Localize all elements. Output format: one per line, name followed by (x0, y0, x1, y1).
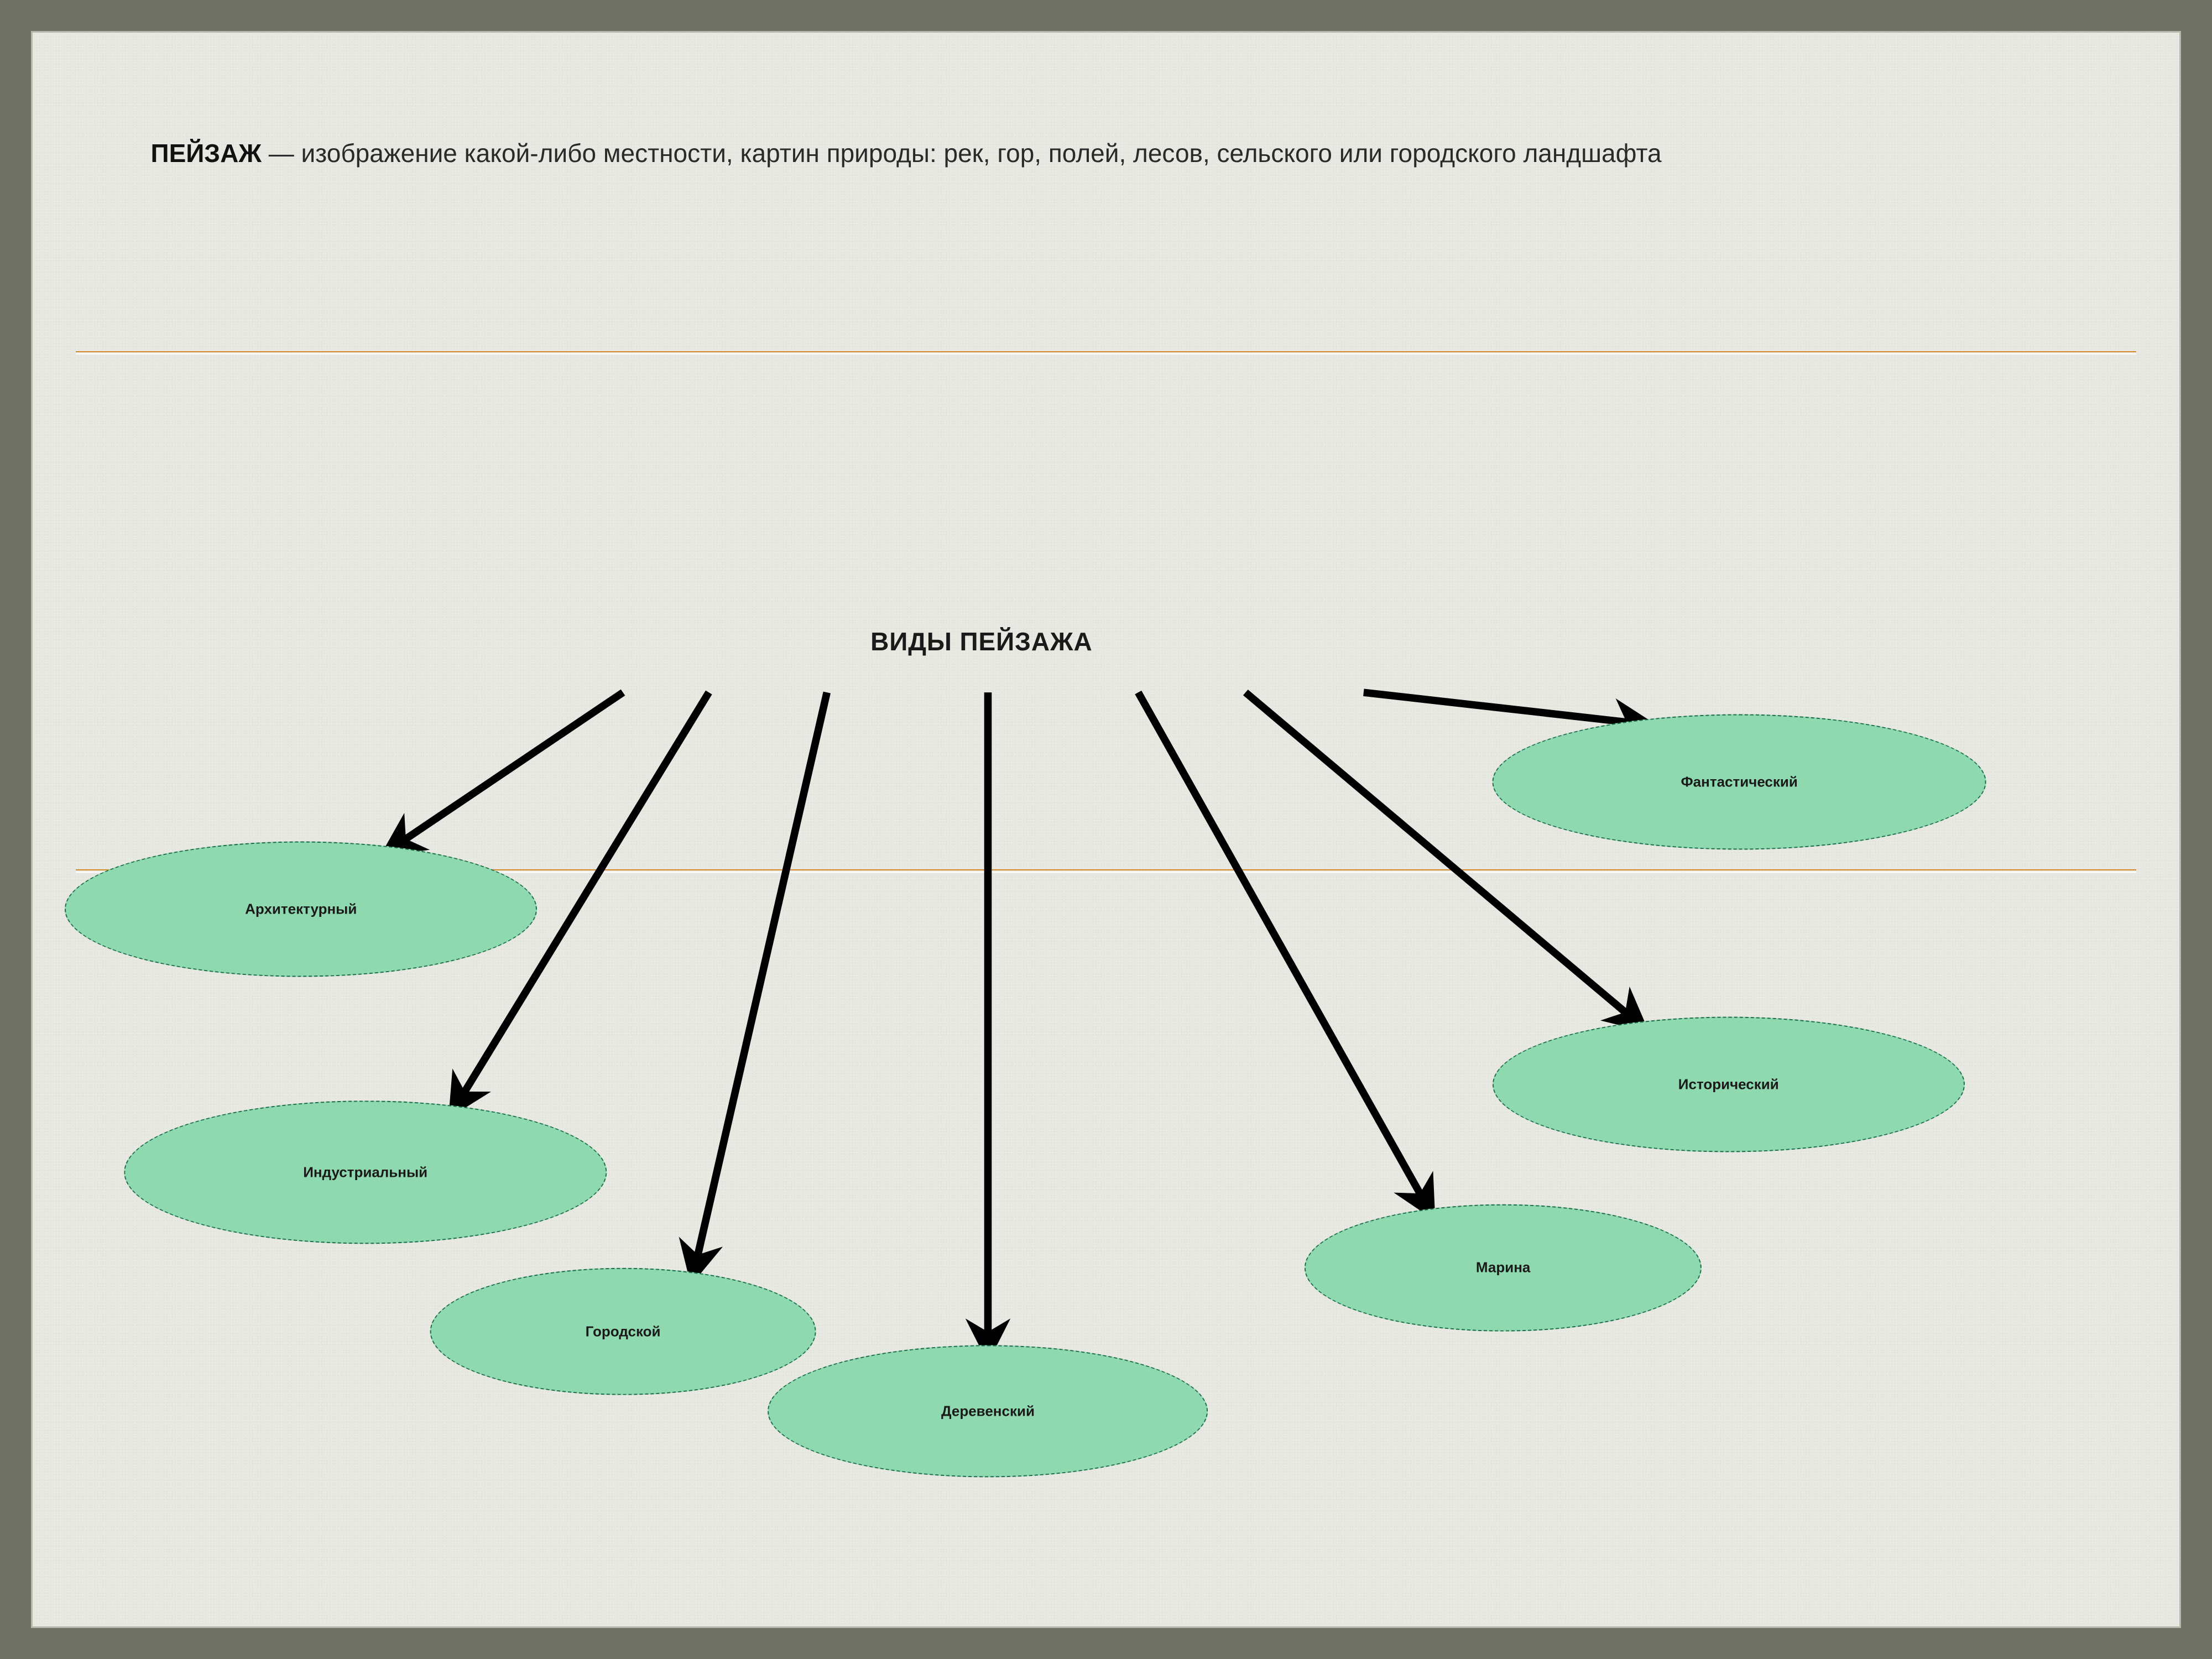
node-label: Архитектурный (245, 901, 357, 918)
diagram-title-text: ВИДЫ ПЕЙЗАЖА (870, 627, 1093, 656)
definition-term: ПЕЙЗАЖ (151, 139, 262, 168)
diagram-title: ВИДЫ ПЕЙЗАЖА (870, 627, 1093, 656)
node-marina: Марина (1305, 1204, 1702, 1332)
node-historical: Исторический (1493, 1017, 1965, 1152)
node-label: Городской (586, 1323, 661, 1340)
node-city: Городской (430, 1268, 816, 1396)
node-label: Деревенский (941, 1402, 1035, 1420)
node-architectural: Архитектурный (65, 842, 537, 977)
definition-text: — изображение какой-либо местности, карт… (262, 139, 1662, 168)
arrow-to-city (692, 692, 827, 1278)
arrow-to-marina (1138, 692, 1432, 1214)
node-industrial: Индустриальный (124, 1100, 607, 1244)
node-label: Марина (1476, 1259, 1530, 1276)
arrow-to-fantasy (1364, 692, 1651, 725)
node-fantasy: Фантастический (1493, 714, 1986, 849)
outer-frame: ПЕЙЗАЖ — изображение какой-либо местност… (0, 0, 2212, 1659)
node-label: Фантастический (1681, 773, 1797, 790)
node-village: Деревенский (768, 1345, 1208, 1477)
node-label: Индустриальный (303, 1164, 427, 1181)
arrow-to-architectural (386, 692, 623, 852)
slide-canvas: ПЕЙЗАЖ — изображение какой-либо местност… (31, 31, 2181, 1628)
definition-paragraph: ПЕЙЗАЖ — изображение какой-либо местност… (151, 136, 2062, 170)
node-label: Исторический (1678, 1076, 1779, 1093)
